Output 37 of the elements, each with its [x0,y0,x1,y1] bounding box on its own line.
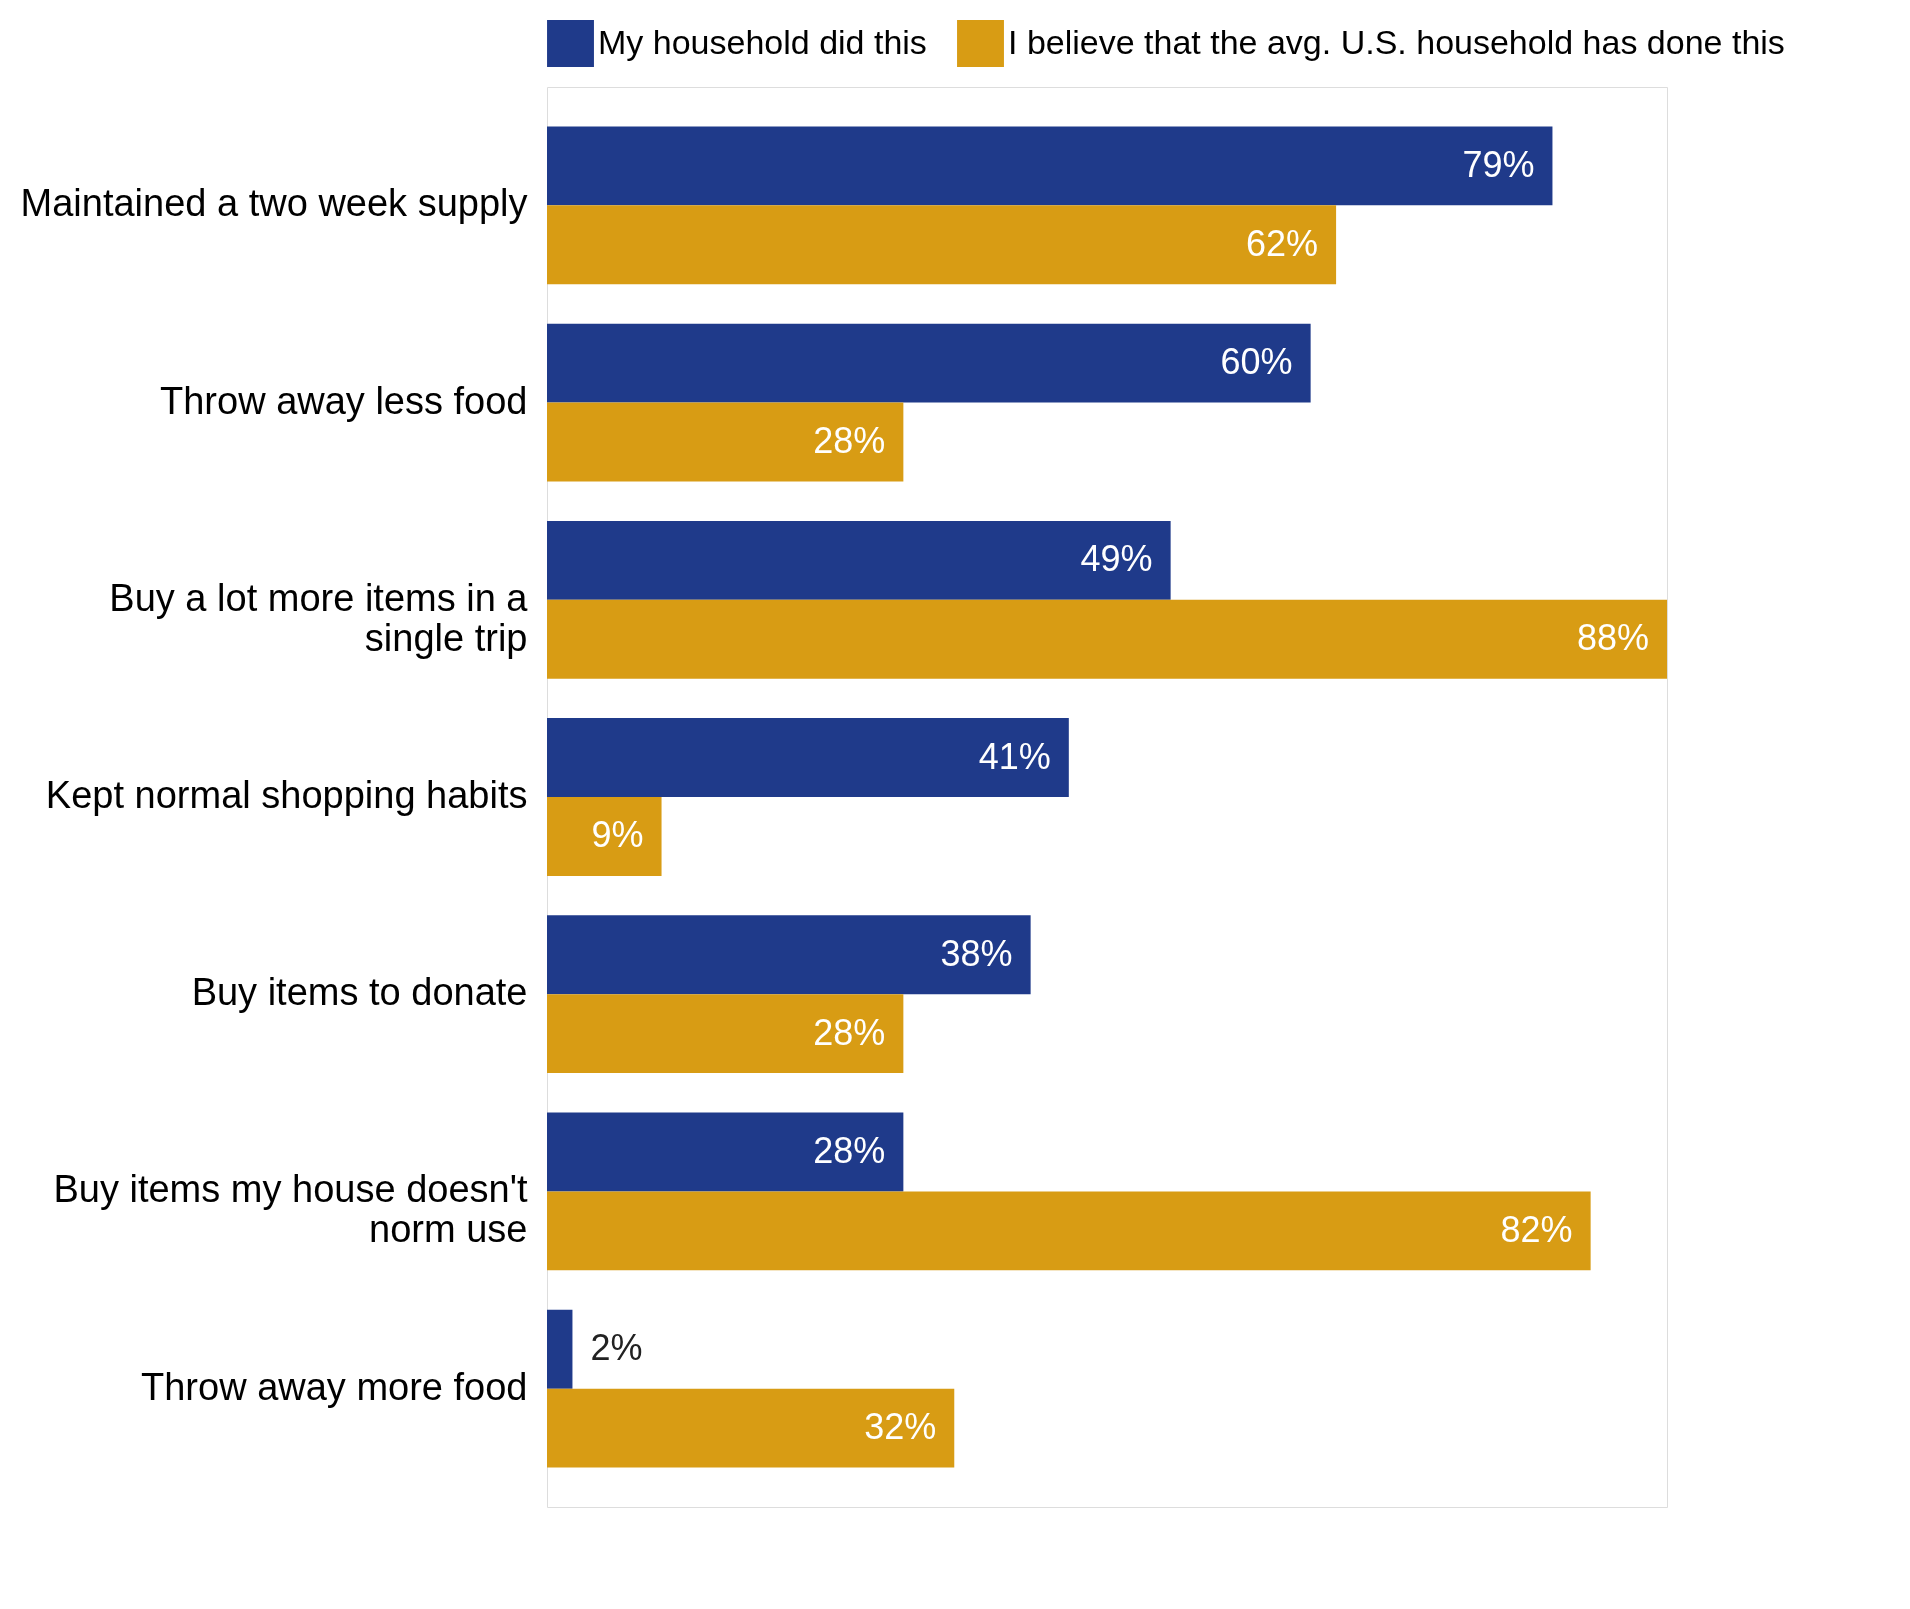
data-label: 79% [1462,143,1535,185]
y-tick-label: Throw away less food [160,379,528,422]
data-label: 62% [1246,222,1319,264]
data-label: 88% [1576,617,1649,659]
bar [547,1112,904,1192]
data-label: 32% [864,1406,937,1448]
bar [547,797,662,876]
data-label: 28% [813,1130,886,1171]
data-label: 28% [813,1011,886,1053]
bar [547,1309,573,1389]
bar [547,1388,955,1468]
bar [547,915,1031,995]
y-tick-label: Throw away more food [141,1365,528,1408]
y-tick-label: Buy items to donate [191,971,528,1014]
data-label: 9% [591,814,644,856]
y-tick-label: Buy items my house doesn't norm use [53,1168,528,1251]
bar [547,402,904,482]
y-tick-label: Maintained a two week supply [20,182,528,225]
legend-label: My household did this [598,22,927,61]
bar [547,994,904,1074]
bar [547,599,1667,679]
bar [547,205,1337,285]
bar [547,323,1311,403]
data-label: 60% [1220,341,1293,383]
data-label: 41% [978,735,1051,777]
data-label: 2% [590,1327,643,1369]
data-label: 38% [940,932,1013,974]
y-tick-label: Kept normal shopping habits [45,774,528,816]
bar [547,126,1553,206]
bar [547,718,1069,797]
bar [547,520,1171,600]
data-label: 82% [1500,1208,1573,1250]
data-label: 28% [813,420,886,461]
legend-label: I believe that the avg. U.S. household has done this [1008,22,1785,61]
data-label: 49% [1080,538,1153,580]
y-tick-label: Buy a lot more items in a single trip [109,576,529,659]
bar [547,1191,1591,1271]
